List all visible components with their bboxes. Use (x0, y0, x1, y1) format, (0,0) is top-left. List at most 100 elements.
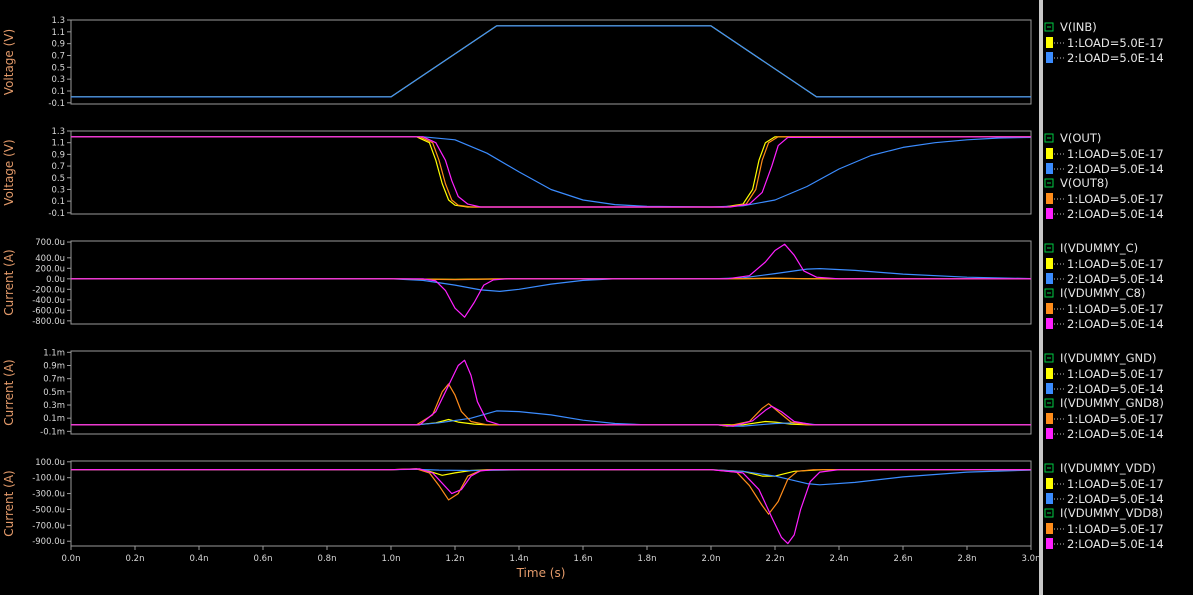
legend-series-name: 1:LOAD=5.0E-17 (1067, 36, 1164, 50)
x-tick-label: 1.4n (510, 554, 529, 564)
series-line (71, 468, 1031, 545)
legend-swatch (1046, 413, 1053, 424)
x-tick-label: 1.0n (382, 554, 401, 564)
legend-group-box (1044, 178, 1054, 188)
series-line (71, 136, 1031, 208)
y-tick-label: 1.3 (51, 127, 65, 137)
legend-swatch (1046, 52, 1053, 63)
x-tick-label: 2.0n (702, 554, 721, 564)
x-tick-label: 1.6n (574, 554, 593, 564)
x-tick-label: 0.4n (190, 554, 209, 564)
legend-group-name: I(VDUMMY_VDD8) (1060, 506, 1163, 520)
legend-area (1043, 0, 1193, 595)
y-tick-label: -100.0u (32, 474, 65, 484)
panel-1: 1.3 1.1 0.90.7 0.5 0.3 0.1 -0.1 Voltage (V) V(IN… (2, 16, 1164, 109)
y-tick-label: -800.0u (32, 317, 65, 327)
legend-series-name: 2:LOAD=5.0E-14 (1067, 492, 1164, 506)
legend-series-name: 1:LOAD=5.0E-17 (1067, 147, 1164, 161)
y-tick-label: -400.0u (32, 296, 65, 306)
x-tick-label: 3.0n (1022, 554, 1041, 564)
y-tick-label: -0.1 (48, 99, 65, 109)
x-axis-title: Time (s) (516, 566, 566, 580)
legend-group-box (1044, 288, 1054, 298)
legend-series-name: 2:LOAD=5.0E-14 (1067, 51, 1164, 65)
legend-swatch (1046, 383, 1053, 394)
legend: I(VDUMMY_GND) 1:LOAD=5.0E-17 2:LOAD=5.0E-1… (1044, 351, 1164, 441)
panel-frame (70, 460, 1032, 547)
x-tick-label: 0.2n (126, 554, 145, 564)
legend-group-box (1044, 243, 1054, 253)
x-tick-label: 2.8n (958, 554, 977, 564)
legend-group-name: V(INB) (1060, 20, 1097, 34)
series-line (71, 243, 1031, 318)
legend-divider[interactable] (1039, 0, 1043, 595)
series-line (71, 468, 1032, 486)
y-tick-label: 0.9m (43, 361, 65, 371)
x-tick-label: 0.0n (62, 554, 81, 564)
legend-group-name: I(VDUMMY_C) (1060, 241, 1138, 255)
y-tick-label: -900.0u (32, 537, 65, 547)
x-tick-label: 2.6n (894, 554, 913, 564)
y-tick-label: 0.3m (43, 401, 65, 411)
y-tick-label: -500.0u (32, 505, 65, 515)
legend-swatch (1046, 273, 1053, 284)
legend: I(VDUMMY_VDD)1:LOAD=5.0E-172:LOAD=5.0E-1… (1044, 461, 1164, 551)
y-axis-title: Current (A) (2, 359, 16, 425)
legend-swatch (1046, 258, 1053, 269)
legend-series-name: 2:LOAD=5.0E-14 (1067, 317, 1164, 331)
panel-3: 700.0u 400.0u200.0u0.0u-200.0u-400.0u-600… (2, 238, 1164, 331)
y-tick-label: -200.0u (32, 285, 65, 295)
legend-series-name: 1:LOAD=5.0E-17 (1067, 257, 1164, 271)
series-line (71, 25, 1031, 98)
legend-swatch (1046, 493, 1053, 504)
y-tick-label: 0.7 (51, 51, 65, 61)
series-line (71, 136, 1031, 208)
legend-swatch (1046, 428, 1053, 439)
panel-frame (70, 240, 1032, 325)
legend: V(INB) 1:LOAD=5.0E-172:LOAD=5.0E-14 (1044, 20, 1164, 65)
y-tick-label: 0.9 (51, 40, 65, 50)
legend-group-box (1044, 353, 1054, 363)
legend-group-name: I(VDUMMY_VDD) (1060, 461, 1156, 475)
legend-swatch (1046, 368, 1053, 379)
x-tick-label: 0.6n (254, 554, 273, 564)
legend-group-name: I(VDUMMY_C8) (1060, 286, 1145, 300)
series-line (71, 468, 1031, 515)
series-line (71, 418, 1031, 426)
legend-swatch (1046, 163, 1053, 174)
legend-series-name: 1:LOAD=5.0E-17 (1067, 412, 1164, 426)
legend-series-name: 2:LOAD=5.0E-14 (1067, 382, 1164, 396)
legend-series-name: 2:LOAD=5.0E-14 (1067, 272, 1164, 286)
legend: V(OUT)1:LOAD=5.0E-172:LOAD=5.0E-14V(OUT8… (1044, 131, 1164, 221)
y-tick-label: 0.5 (51, 174, 65, 184)
y-tick-label: -600.0u (32, 306, 65, 316)
legend-group-name: I(VDUMMY_GND) (1060, 351, 1157, 365)
legend-group-name: V(OUT8) (1060, 176, 1109, 190)
y-tick-label: 0.5m (43, 388, 65, 398)
y-tick-label: -300.0u (32, 490, 65, 500)
legend-swatch (1046, 478, 1053, 489)
legend-series-name: 2:LOAD=5.0E-14 (1067, 537, 1164, 551)
legend-series-name: 2:LOAD=5.0E-14 (1067, 207, 1164, 221)
series-line (71, 359, 1031, 427)
y-tick-label: 0.9 (51, 150, 65, 160)
legend-group-box (1044, 463, 1054, 473)
legend-swatch (1046, 37, 1053, 48)
legend-swatch (1046, 148, 1053, 159)
panel-5: 100.0u -100.0u -300.0u -500.0u -700.0u -900.0… (2, 458, 1164, 551)
y-tick-label: 0.1 (51, 197, 65, 207)
y-tick-label: 200.0u (35, 264, 65, 274)
panel-frame (70, 350, 1032, 435)
series-line (71, 136, 1032, 208)
series-line (71, 25, 1031, 98)
legend-group-name: V(OUT) (1060, 131, 1101, 145)
legend-series-name: 1:LOAD=5.0E-17 (1067, 192, 1164, 206)
series-line (71, 383, 1031, 427)
y-tick-label: 400.0u (35, 254, 65, 264)
legend-group-box (1044, 133, 1054, 143)
panel-2: 1.3 1.10.9 0.7 0.50.3 0.1 -0.1 Voltage (V) V(OU… (2, 127, 1164, 221)
legend-swatch (1046, 193, 1053, 204)
legend-swatch (1046, 538, 1053, 549)
panel-4: 1.1m 0.9m 0.7m 0.5m 0.3m 0.1m -0.1m Current (A)… (2, 348, 1164, 441)
panel-frame (70, 19, 1032, 105)
